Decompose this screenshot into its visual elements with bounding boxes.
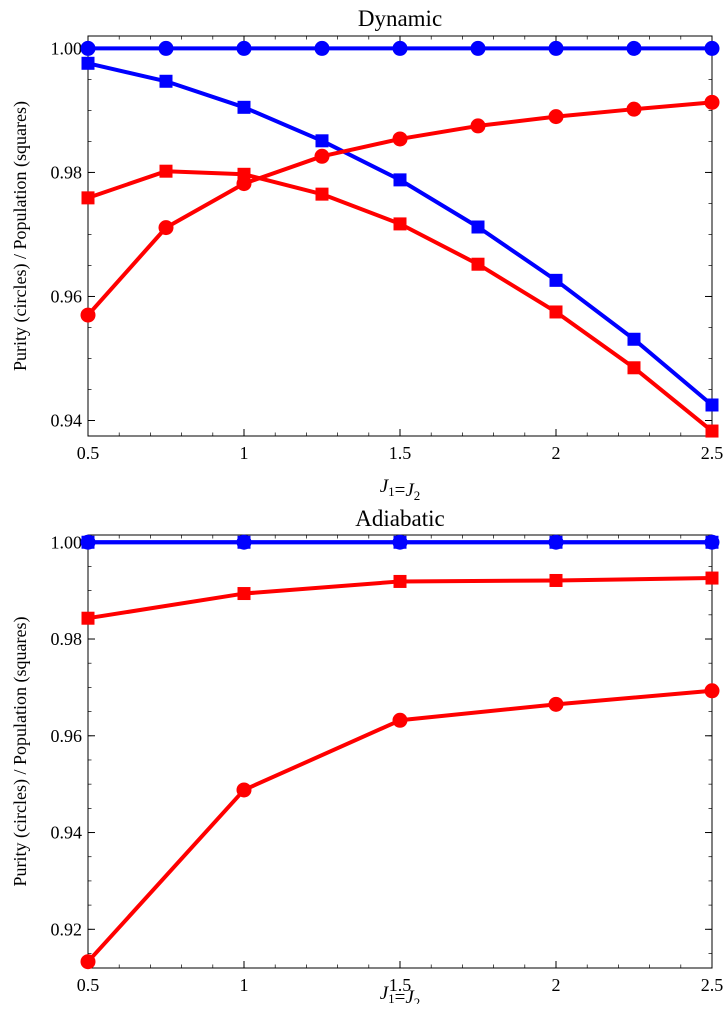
data-point-square bbox=[471, 220, 485, 234]
x-tick-label: 2 bbox=[552, 443, 561, 463]
data-point-circle bbox=[704, 534, 720, 550]
data-point-square bbox=[315, 187, 329, 201]
data-point-square bbox=[393, 574, 407, 588]
y-tick-label: 0.98 bbox=[51, 162, 83, 182]
x-tick-label: 2 bbox=[552, 975, 561, 995]
y-tick-label: 0.96 bbox=[51, 286, 83, 306]
x-tick-label: 1 bbox=[240, 975, 249, 995]
y-axis-label: Purity (circles) / Population (squares) bbox=[10, 101, 31, 371]
data-point-square bbox=[315, 134, 329, 148]
data-point-circle bbox=[236, 40, 252, 56]
data-point-square bbox=[549, 273, 563, 287]
data-point-circle bbox=[548, 696, 564, 712]
data-point-circle bbox=[392, 131, 408, 147]
series-line bbox=[87, 61, 714, 407]
data-point-square bbox=[81, 611, 95, 625]
x-tick-label: 0.5 bbox=[77, 975, 100, 995]
series-4 bbox=[81, 164, 719, 438]
data-point-square bbox=[81, 56, 95, 70]
data-point-square bbox=[393, 173, 407, 187]
y-tick-label: 0.98 bbox=[51, 629, 83, 649]
x-axis-label: J1=J2 bbox=[380, 983, 421, 1004]
data-point-circle bbox=[80, 307, 96, 323]
plot-frame bbox=[87, 534, 713, 969]
data-point-square bbox=[159, 74, 173, 88]
data-point-circle bbox=[392, 712, 408, 728]
data-point-circle bbox=[80, 40, 96, 56]
data-point-square bbox=[549, 305, 563, 319]
series-3 bbox=[81, 571, 719, 625]
x-tick-label: 1.5 bbox=[389, 443, 412, 463]
data-point-circle bbox=[314, 40, 330, 56]
data-point-square bbox=[549, 573, 563, 587]
data-point-square bbox=[627, 332, 641, 346]
data-point-circle bbox=[548, 534, 564, 550]
chart-title: Adiabatic bbox=[355, 506, 444, 531]
chart-1: Dynamic 0.5 1 1.5 2 2.5 0.94 0.96 0.98 1.00 J1=J2 P… bbox=[10, 6, 723, 503]
data-point-circle bbox=[470, 118, 486, 134]
data-point-square bbox=[237, 167, 251, 181]
series-line bbox=[87, 169, 714, 433]
data-point-square bbox=[471, 257, 485, 271]
data-point-circle bbox=[548, 40, 564, 56]
data-point-circle bbox=[704, 683, 720, 699]
series-line bbox=[86, 688, 713, 964]
series-1 bbox=[80, 40, 720, 56]
y-tick-label: 1.00 bbox=[51, 532, 83, 552]
data-point-circle bbox=[704, 40, 720, 56]
data-point-circle bbox=[80, 954, 96, 970]
plot-frame bbox=[87, 35, 713, 437]
data-point-circle bbox=[236, 782, 252, 798]
series-2 bbox=[81, 56, 719, 412]
chart-2: Adiabatic 0.5 1 1.5 2 2.5 0.92 0.94 0.96 0.98 1.00… bbox=[10, 506, 724, 1009]
data-point-circle bbox=[158, 40, 174, 56]
y-tick-label: 0.92 bbox=[51, 919, 83, 939]
data-point-square bbox=[705, 571, 719, 585]
y-axis-label: Purity (circles) / Population (squares) bbox=[10, 617, 31, 887]
data-point-circle bbox=[80, 534, 96, 550]
chart-title: Dynamic bbox=[358, 6, 442, 31]
data-point-square bbox=[705, 424, 719, 438]
data-point-circle bbox=[704, 94, 720, 110]
series-2 bbox=[80, 534, 720, 550]
x-axis-label: J1=J2 bbox=[380, 476, 421, 503]
y-tick-label: 1.00 bbox=[51, 38, 83, 58]
data-point-circle bbox=[158, 220, 174, 236]
y-tick-label: 0.96 bbox=[51, 726, 83, 746]
series-3 bbox=[80, 94, 720, 323]
x-tick-label: 1.5 bbox=[389, 975, 412, 995]
data-point-square bbox=[705, 398, 719, 412]
data-point-circle bbox=[236, 534, 252, 550]
data-point-square bbox=[627, 361, 641, 375]
data-point-square bbox=[237, 100, 251, 114]
y-tick-label: 0.94 bbox=[51, 823, 83, 843]
data-point-circle bbox=[392, 40, 408, 56]
x-tick-label: 2.5 bbox=[701, 975, 724, 995]
data-point-square bbox=[159, 164, 173, 178]
y-tick-label: 0.94 bbox=[51, 410, 83, 430]
data-point-circle bbox=[392, 534, 408, 550]
x-tick-label: 2.5 bbox=[701, 443, 724, 463]
data-point-circle bbox=[626, 40, 642, 56]
data-point-circle bbox=[470, 40, 486, 56]
data-point-circle bbox=[314, 148, 330, 164]
data-point-circle bbox=[626, 101, 642, 117]
data-point-square bbox=[237, 587, 251, 601]
series-4 bbox=[80, 683, 720, 970]
x-tick-label: 0.5 bbox=[77, 443, 100, 463]
x-tick-label: 1 bbox=[240, 443, 249, 463]
data-point-square bbox=[81, 191, 95, 205]
data-point-circle bbox=[548, 109, 564, 125]
data-point-square bbox=[393, 217, 407, 231]
